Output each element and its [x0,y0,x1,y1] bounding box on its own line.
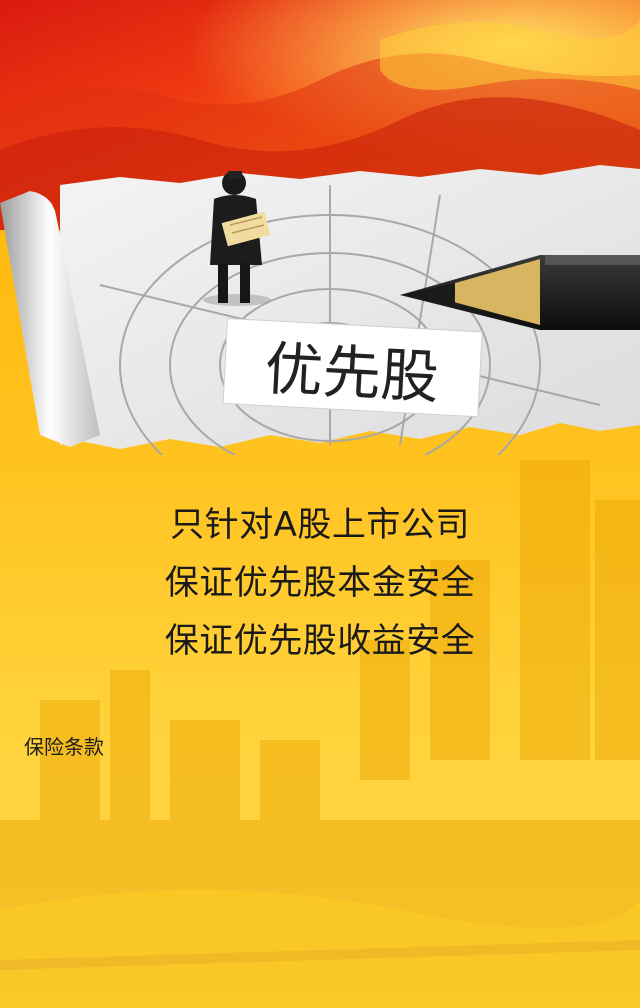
slogan-list: 只针对A股上市公司 保证优先股本金安全 保证优先股收益安全 [0,496,640,670]
paper-curl [0,191,100,447]
insurance-terms-link[interactable]: 保险条款 [24,735,104,759]
businessman-figure [203,171,271,306]
city-skyline-background [0,460,640,1008]
pencil-image [400,255,640,330]
stamp-label: 优先股 [263,335,440,412]
hero-illustration: 优先股 [0,165,640,516]
slogan-2: 保证优先股本金安全 [164,563,476,603]
slogan-3: 保证优先股收益安全 [164,621,476,661]
hero-photo: 优先股 [0,155,640,516]
slogan-1: 只针对A股上市公司 [170,505,470,545]
